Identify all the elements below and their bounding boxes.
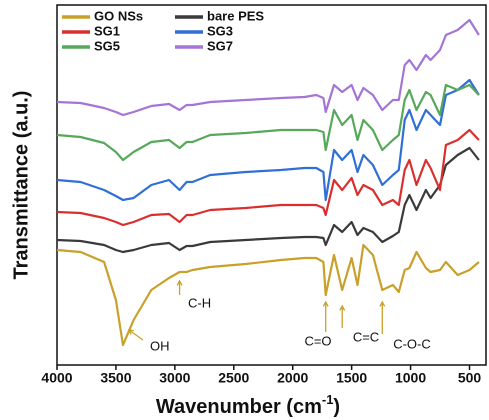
series-line <box>56 83 480 162</box>
legend-label: GO NSs <box>94 8 143 23</box>
x-tick-label: 1000 <box>395 370 426 386</box>
x-tick-label: 1500 <box>336 370 367 386</box>
annotation-label: C-O-C <box>393 336 431 351</box>
annotation-label: C=C <box>353 329 379 344</box>
annotation-arrow <box>128 329 144 341</box>
annotation-arrowhead <box>339 304 346 311</box>
legend-label: SG1 <box>94 23 120 38</box>
x-tick-label: 2500 <box>218 370 249 386</box>
annotation-arrowhead <box>176 279 183 286</box>
annotation-arrowhead <box>379 300 386 307</box>
x-tick-label: 500 <box>458 370 482 386</box>
x-axis-label-text: Wavenumber (cm <box>156 396 322 418</box>
series-line <box>56 18 480 117</box>
annotation-arrowhead <box>127 329 135 335</box>
x-tick-label: 2000 <box>277 370 308 386</box>
legend-label: SG3 <box>207 23 233 38</box>
legend-label: bare PES <box>207 8 264 23</box>
series-line <box>56 146 480 254</box>
annotation-label: C=O <box>304 333 331 348</box>
x-tick-label: 4000 <box>41 370 72 386</box>
series-line <box>56 243 480 347</box>
annotation-label: C-H <box>188 295 211 310</box>
x-axis-label: Wavenumber (cm-1) <box>156 392 340 418</box>
series-line <box>56 128 480 227</box>
annotation-label: OH <box>150 338 170 353</box>
x-tick-label: 3000 <box>159 370 190 386</box>
y-axis-label: Transmittance (a.u.) <box>10 91 32 280</box>
x-axis-label-tail: ) <box>333 396 340 418</box>
x-tick-label: 3500 <box>100 370 131 386</box>
legend-label: SG7 <box>207 38 233 53</box>
series-line <box>56 78 480 202</box>
legend-label: SG5 <box>94 38 120 53</box>
x-axis-label-sup: -1 <box>322 392 334 407</box>
annotation-arrowhead <box>322 300 329 307</box>
plot-frame <box>56 4 487 366</box>
